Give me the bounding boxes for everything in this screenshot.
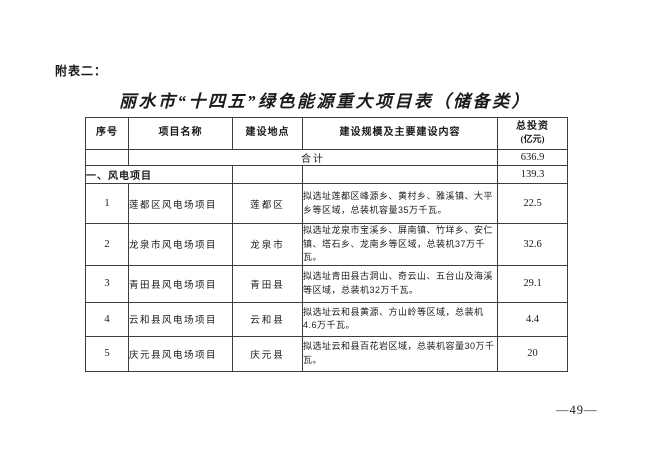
project-name-cell: 云和县风电场项目 <box>128 301 233 337</box>
annex-label: 附表二： <box>55 64 108 78</box>
content-cell: 拟选址云和县黄源、方山岭等区域，总装机4.6万千瓦。 <box>302 301 498 337</box>
investment-cell: 22.5 <box>497 183 568 224</box>
content-cell: 拟选址龙泉市宝溪乡、屏南镇、竹垟乡、安仁镇、塔石乡、龙南乡等区域，总装机37万千… <box>302 223 498 266</box>
section-value-cell: 139.3 <box>497 165 568 184</box>
table-row: 1 莲都区风电场项目 莲都区 拟选址莲都区峰源乡、黄村乡、雅溪镇、大平乡等区域，… <box>85 183 568 224</box>
investment-cell: 32.6 <box>497 223 568 266</box>
investment-cell: 29.1 <box>497 264 568 303</box>
seq-cell: 3 <box>85 264 129 303</box>
project-name-cell: 庆元县风电场项目 <box>128 335 233 372</box>
seq-cell: 2 <box>85 223 129 266</box>
header-location: 建设地点 <box>232 117 303 150</box>
section-row: 一、风电项目 139.3 <box>85 165 568 184</box>
header-investment-unit: (亿元) <box>520 133 545 144</box>
table-row: 5 庆元县风电场项目 庆元县 拟选址云和县百花岩区域，总装机容量30万千瓦。 2… <box>85 335 568 372</box>
document-title: 丽水市“十四五”绿色能源重大项目表（储备类） <box>119 92 531 111</box>
investment-cell: 20 <box>497 335 568 372</box>
content-cell: 拟选址青田县古洞山、奇云山、五台山及海溪等区域，总装机32万千瓦。 <box>302 264 498 303</box>
header-investment: 总投资 (亿元) <box>497 117 568 150</box>
content-cell: 拟选址云和县百花岩区域，总装机容量30万千瓦。 <box>302 335 498 372</box>
investment-cell: 4.4 <box>497 301 568 337</box>
table-row: 2 龙泉市风电场项目 龙泉市 拟选址龙泉市宝溪乡、屏南镇、竹垟乡、安仁镇、塔石乡… <box>85 223 568 266</box>
total-row: 合计 636.9 <box>85 149 568 166</box>
table-header-row: 序号 项目名称 建设地点 建设规模及主要建设内容 总投资 (亿元) <box>85 117 568 150</box>
location-cell: 庆元县 <box>232 335 303 372</box>
table-row: 4 云和县风电场项目 云和县 拟选址云和县黄源、方山岭等区域，总装机4.6万千瓦… <box>85 301 568 337</box>
header-project-name: 项目名称 <box>128 117 233 150</box>
location-cell: 云和县 <box>232 301 303 337</box>
header-seq: 序号 <box>85 117 129 150</box>
location-cell: 龙泉市 <box>232 223 303 266</box>
location-cell: 莲都区 <box>232 183 303 224</box>
total-label-cell: 合计 <box>128 149 498 166</box>
location-cell: 青田县 <box>232 264 303 303</box>
section-label-cell: 一、风电项目 <box>85 165 233 184</box>
project-name-cell: 龙泉市风电场项目 <box>128 223 233 266</box>
project-name-cell: 莲都区风电场项目 <box>128 183 233 224</box>
page-number: —49— <box>556 403 598 417</box>
table-row: 3 青田县风电场项目 青田县 拟选址青田县古洞山、奇云山、五台山及海溪等区域，总… <box>85 264 568 303</box>
header-investment-label: 总投资 <box>516 121 549 132</box>
total-value-cell: 636.9 <box>497 149 568 166</box>
seq-cell: 1 <box>85 183 129 224</box>
section-empty-location-cell <box>232 165 303 184</box>
header-content: 建设规模及主要建设内容 <box>302 117 498 150</box>
seq-cell: 5 <box>85 335 129 372</box>
section-empty-content-cell <box>302 165 498 184</box>
seq-cell: 4 <box>85 301 129 337</box>
projects-table: 序号 项目名称 建设地点 建设规模及主要建设内容 总投资 (亿元) 合计 636.… <box>85 117 568 372</box>
content-cell: 拟选址莲都区峰源乡、黄村乡、雅溪镇、大平乡等区域，总装机容量35万千瓦。 <box>302 183 498 224</box>
total-empty-seq-cell <box>85 149 129 166</box>
project-name-cell: 青田县风电场项目 <box>128 264 233 303</box>
